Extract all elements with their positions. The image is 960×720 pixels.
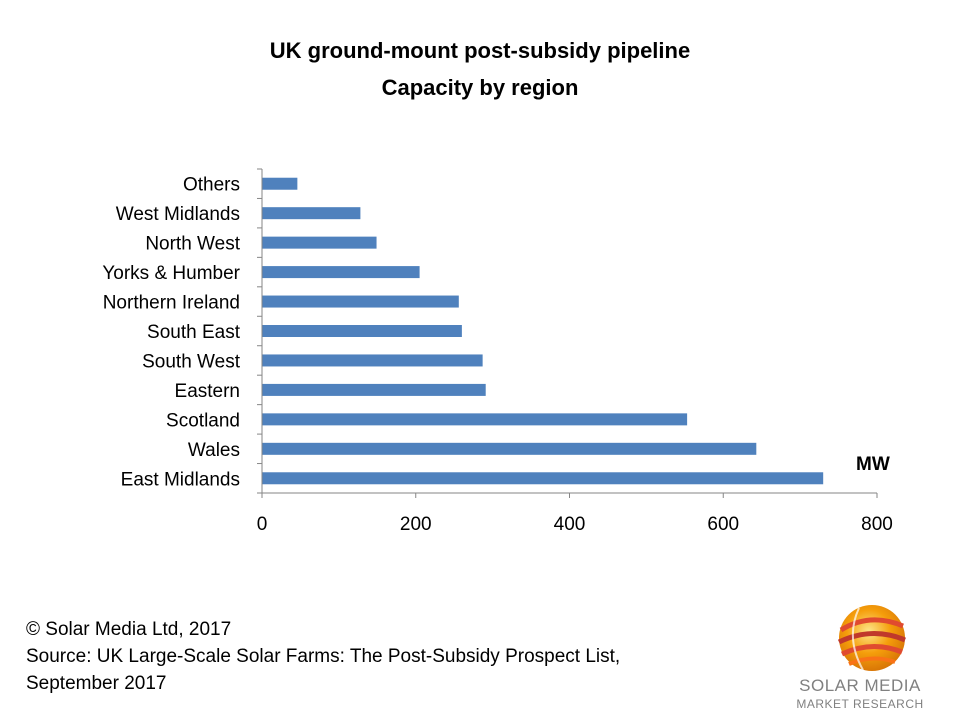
logo-text-sub: MARKET RESEARCH [796,697,923,711]
bar-others [262,177,298,190]
x-tick-label: 200 [400,514,432,535]
category-label: Scotland [166,410,240,431]
bar-north-west [262,236,377,249]
category-label: West Midlands [116,204,240,225]
category-label: North West [145,234,240,255]
category-label: Yorks & Humber [102,263,240,284]
bar-chart: East Midlands Wales Scotland Eastern South W… [102,168,893,535]
bars-layer [262,177,824,485]
category-label: Eastern [175,381,240,402]
unit-label: MW [856,454,890,475]
x-tick-label: 600 [707,514,739,535]
bar-northern-ireland [262,295,459,308]
category-label: Wales [188,440,240,461]
bar-eastern [262,383,486,396]
bar-yorks-humber [262,266,420,279]
solar-media-logo: SOLAR MEDIA MARKET RESEARCH [796,605,923,711]
axis-layer [257,168,878,498]
logo-text-main: SOLAR MEDIA [799,676,921,695]
bar-south-west [262,354,483,367]
bar-scotland [262,413,688,426]
category-label: South East [147,322,241,343]
footer-copyright: © Solar Media Ltd, 2017 [26,619,232,640]
chart-title: UK ground-mount post-subsidy pipeline [269,38,691,63]
category-label: East Midlands [121,469,240,490]
x-tick-label: 800 [861,514,893,535]
globe-icon [837,605,906,671]
bar-east-midlands [262,472,824,485]
category-label: South West [142,351,241,372]
category-label: Others [183,175,240,196]
x-tick-label: 400 [554,514,586,535]
x-tick-label: 0 [257,514,268,535]
footer-source: Source: UK Large-Scale Solar Farms: The … [26,646,621,694]
chart-subtitle: Capacity by region [381,75,579,100]
labels-layer: East Midlands Wales Scotland Eastern South W… [102,175,892,535]
bar-south-east [262,325,462,337]
bar-west-midlands [262,207,361,220]
category-label: Northern Ireland [103,293,240,314]
bar-wales [262,442,757,455]
